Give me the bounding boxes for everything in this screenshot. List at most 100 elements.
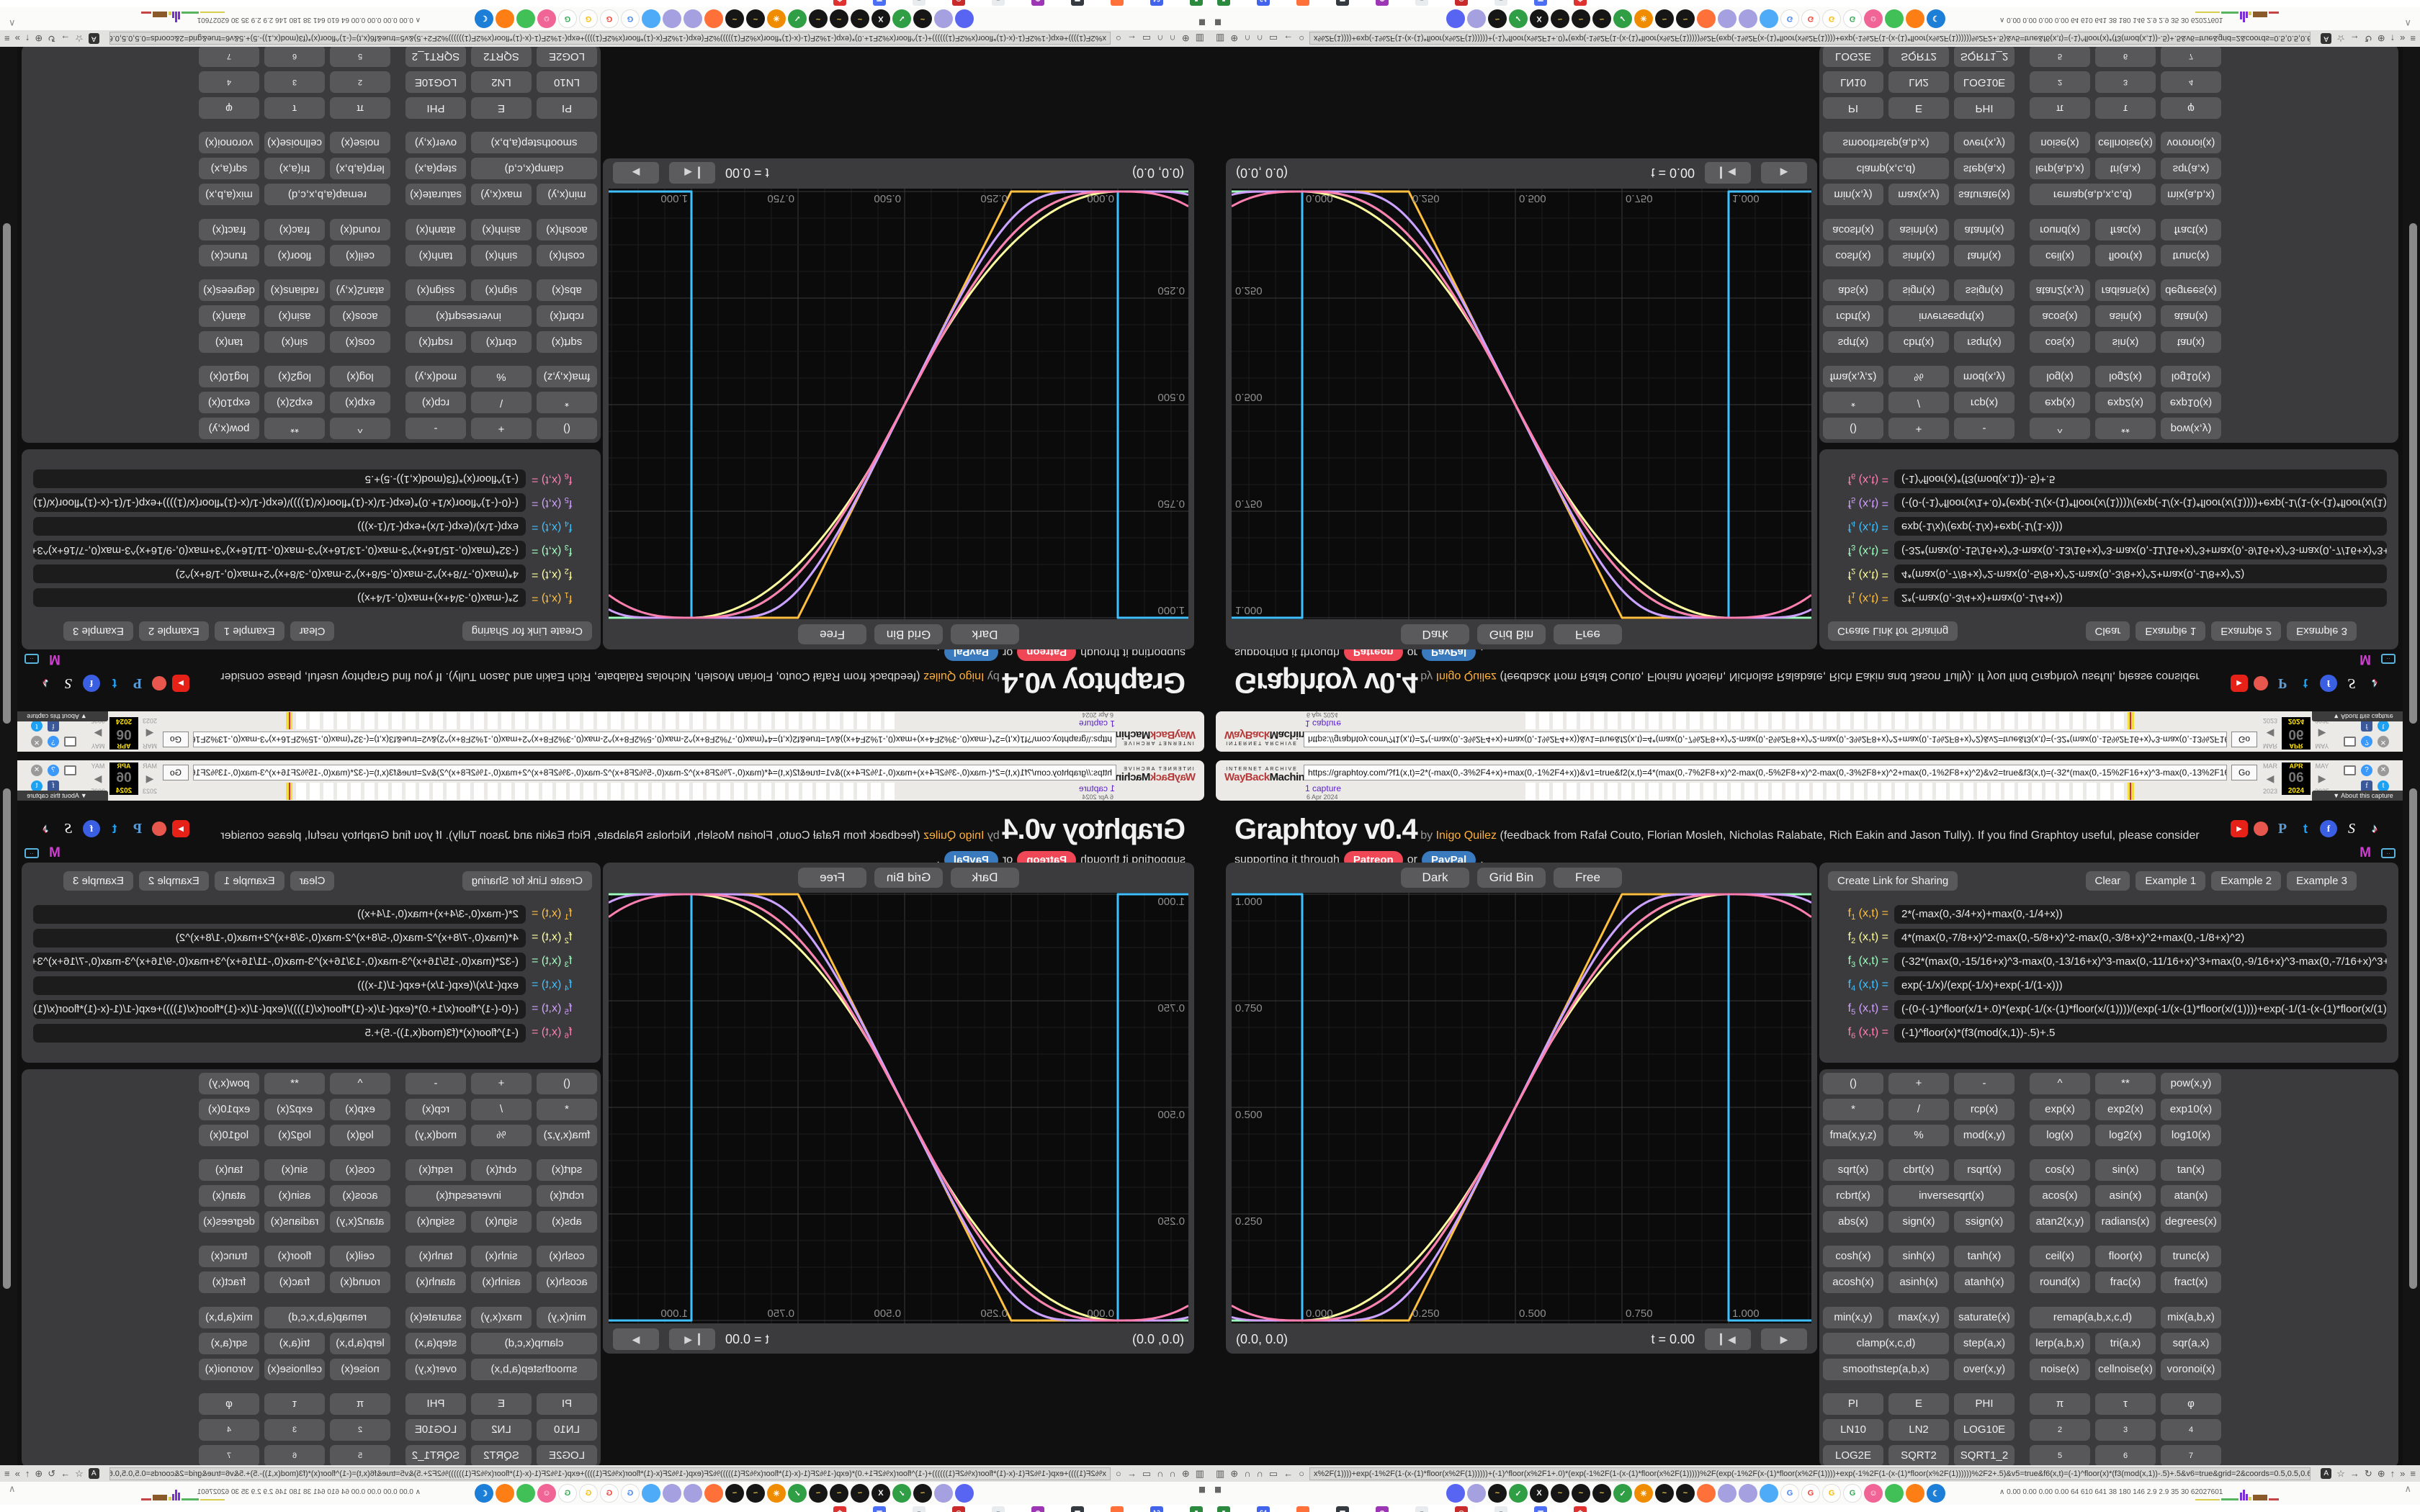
fn-button-log10e[interactable]: LOG10E (405, 71, 466, 93)
browser-tab[interactable]: ☾ (1927, 9, 1945, 28)
example-3-button[interactable]: Example 3 (2287, 871, 2357, 891)
fn-button-over-x-y[interactable]: over(x,y) (405, 132, 466, 153)
fn-button-log10-x[interactable]: log10(x) (2161, 366, 2221, 387)
fn-button[interactable]: ^ (2030, 418, 2090, 439)
fn-button-frac-x[interactable]: frac(x) (2095, 1272, 2156, 1293)
author-link[interactable]: Inigo Quilez (1435, 829, 1497, 842)
fn-button-cellnoise-x[interactable]: cellnoise(x) (264, 132, 325, 153)
browser-tab[interactable]: ~ (809, 1484, 828, 1503)
nav-icon[interactable]: ▭ (1268, 33, 1278, 44)
formula-input-f5[interactable]: (-(0-(-1)^floor(x/1+.0)*(exp(-1/(x-(1)*f… (1894, 1000, 2387, 1019)
overflow-icon[interactable]: » (2400, 1468, 2406, 1479)
browser-tab[interactable]: ✳ (1634, 1484, 1653, 1503)
browser-tab[interactable]: G (558, 9, 577, 28)
fn-button-round-x[interactable]: round(x) (330, 1272, 390, 1293)
fn-button-ln2[interactable]: LN2 (471, 71, 532, 93)
grid-mode-button[interactable]: Grid Bin (1477, 624, 1546, 644)
bookmark-icon[interactable]: ▮ (1217, 1506, 1230, 1512)
fn-button-atanh-x[interactable]: atanh(x) (405, 1272, 466, 1293)
formula-input-f2[interactable]: 4*(max(0,-7/8+x)^2-max(0,-5/8+x)^2-max(0… (1894, 564, 2387, 583)
grid-mode-button[interactable]: Grid Bin (874, 624, 943, 644)
theme-button[interactable]: Dark (1401, 624, 1469, 644)
browser-tab[interactable] (1697, 9, 1716, 28)
fn-button[interactable]: () (537, 418, 597, 439)
formula-input-f1[interactable]: 2*(-max(0,-3/4+x)+max(0,-1/4+x)) (33, 905, 526, 924)
browser-tab[interactable] (1446, 1484, 1465, 1503)
browser-tab[interactable] (1718, 9, 1736, 28)
patreon-icon[interactable] (2254, 822, 2268, 836)
bookmark-icon[interactable]: ✿ (1574, 1506, 1587, 1512)
browser-tab[interactable]: ☾ (475, 9, 493, 28)
wayback-go-button[interactable]: Go (2231, 765, 2257, 780)
fn-button-sup-5[interactable]: 5 (330, 45, 390, 67)
fn-button[interactable]: () (1823, 1073, 1883, 1094)
browser-tab[interactable] (516, 9, 535, 28)
paypal-icon[interactable]: P (2277, 820, 2287, 837)
fn-button-pi[interactable]: PI (1823, 97, 1883, 119)
star-icon[interactable]: ☆ (2336, 1468, 2345, 1479)
fn-button-phi[interactable]: PHI (1954, 97, 2015, 119)
facebook-share-icon[interactable]: f (48, 720, 59, 732)
fn-button-ln10[interactable]: LN10 (537, 71, 597, 93)
browser-tab[interactable]: G (600, 1484, 619, 1503)
fn-button-rcp-x[interactable]: rcp(x) (1954, 392, 2015, 413)
calendar-icon[interactable] (64, 737, 76, 747)
browser-tab[interactable] (642, 1484, 660, 1503)
fn-button-atan2-x-y[interactable]: atan2(x,y) (2030, 1211, 2090, 1233)
bookmark-icon[interactable]: ◎ (1455, 1506, 1468, 1512)
fn-button[interactable]: + (1888, 418, 1949, 439)
facebook-icon[interactable]: f (2320, 820, 2337, 837)
fn-button-atan-x[interactable]: atan(x) (2161, 1185, 2221, 1207)
fn-button-atan2-x-y[interactable]: atan2(x,y) (330, 1211, 390, 1233)
nav-icon[interactable]: ∩ (1169, 33, 1176, 44)
browser-tab[interactable]: ~ (851, 1484, 869, 1503)
formula-input-f3[interactable]: (-32*(max(0,-15/16+x)^3-max(0,-13/16+x)^… (33, 953, 526, 971)
time-play-button[interactable]: ▶ (613, 162, 659, 184)
wayback-timeline[interactable] (1525, 783, 2231, 800)
fn-button-cbrt-x[interactable]: cbrt(x) (1888, 331, 1949, 353)
browser-tab[interactable]: G (579, 9, 598, 28)
formula-input-f6[interactable]: (-1)^floor(x)*(f3(mod(x,1))-.5)+.5 (1894, 1024, 2387, 1043)
fn-button-sin-x[interactable]: sin(x) (264, 1159, 325, 1181)
browser-tab[interactable]: ~ (1655, 1484, 1674, 1503)
fn-button[interactable]: / (1888, 1099, 1949, 1120)
fn-button-sinh-x[interactable]: sinh(x) (1888, 1246, 1949, 1267)
browser-tab[interactable] (1760, 1484, 1778, 1503)
fn-button-pow-x-y[interactable]: pow(x,y) (199, 418, 259, 439)
browser-tab[interactable]: ~ (1572, 1484, 1590, 1503)
fn-button-rcbrt-x[interactable]: rcbrt(x) (537, 305, 597, 327)
fn-button-cosh-x[interactable]: cosh(x) (537, 1246, 597, 1267)
fn-button-mod-x-y[interactable]: mod(x,y) (1954, 366, 2015, 387)
fn-button-fma-x-y-z[interactable]: fma(x,y,z) (1823, 366, 1883, 387)
fn-button-clamp-x-c-d[interactable]: clamp(x,c,d) (1823, 158, 1949, 179)
fn-button-voronoi-x[interactable]: voronoi(x) (199, 1359, 259, 1380)
browser-tab[interactable]: ~ (1572, 9, 1590, 28)
about-this-capture-button[interactable]: ▼ About this capture (6, 711, 108, 721)
browser-tab[interactable]: ☾ (475, 1484, 493, 1503)
fn-button-mod-x-y[interactable]: mod(x,y) (405, 1125, 466, 1146)
formula-input-f1[interactable]: 2*(-max(0,-3/4+x)+max(0,-1/4+x)) (1894, 588, 2387, 607)
patreon-icon[interactable] (152, 822, 166, 836)
fn-button-sup-5[interactable]: 5 (2030, 45, 2090, 67)
fn-button-tri-a-x[interactable]: tri(a,x) (2095, 158, 2156, 179)
clear-button[interactable]: Clear (290, 621, 335, 641)
fn-button-smoothstep-a-b-x[interactable]: smoothstep(a,b,x) (471, 1359, 597, 1380)
fn-button-sqrt2[interactable]: SQRT2 (471, 45, 532, 67)
browser-tab[interactable]: G (1780, 9, 1799, 28)
nav-icon[interactable]: ← (1283, 33, 1294, 44)
fn-button[interactable]: π (2030, 1393, 2090, 1415)
bookmark-icon[interactable] (1296, 0, 1309, 6)
nav-icon[interactable]: ▥ (1195, 33, 1204, 44)
bookmark-icon[interactable]: ▦ (1071, 0, 1084, 6)
twitter-share-icon[interactable]: t (2378, 780, 2389, 792)
menu-icon[interactable]: ≡ (2410, 1468, 2416, 1479)
browser-tab[interactable]: ~ (746, 9, 765, 28)
fn-button-ssign-x[interactable]: ssign(x) (1954, 279, 2015, 301)
browser-tab[interactable]: ~ (1676, 9, 1695, 28)
browser-tab[interactable]: G (1801, 9, 1820, 28)
fn-button[interactable]: * (1823, 392, 1883, 413)
nav-icon[interactable]: ∩ (1244, 1468, 1251, 1479)
fn-button-asinh-x[interactable]: asinh(x) (471, 1272, 532, 1293)
browser-tab[interactable] (1718, 1484, 1736, 1503)
example-2-button[interactable]: Example 2 (2211, 621, 2282, 641)
